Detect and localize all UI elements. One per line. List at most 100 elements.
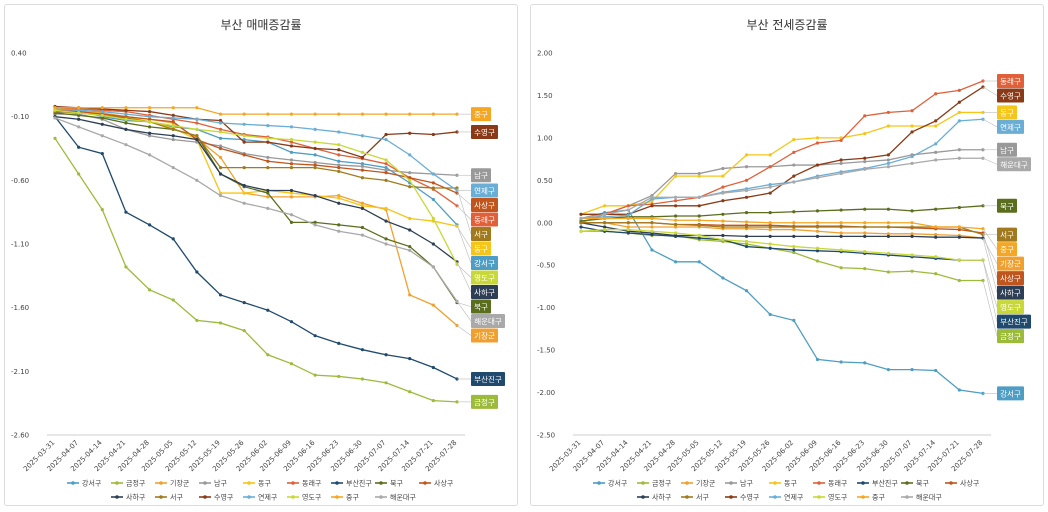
legend-item[interactable]: 동구	[243, 480, 271, 488]
data-point	[171, 123, 175, 128]
data-point	[171, 134, 175, 138]
end-label: 해운대구	[456, 301, 505, 329]
legend-label: 중구	[872, 494, 885, 502]
label-text: 강서구	[1000, 388, 1021, 398]
label-box	[471, 270, 498, 285]
y-tick-label: -2.60	[11, 432, 29, 440]
data-point	[886, 225, 891, 229]
legend-item[interactable]: 사하구	[637, 493, 672, 502]
legend-item[interactable]: 부산진구	[857, 479, 898, 488]
data-point	[313, 160, 317, 165]
legend-item[interactable]: 영도구	[813, 493, 848, 502]
data-point	[957, 225, 961, 229]
legend-item[interactable]: 해운대구	[375, 493, 416, 502]
legend-item[interactable]: 서구	[681, 493, 709, 502]
series-중구	[53, 106, 459, 116]
data-point	[360, 164, 365, 168]
data-point	[242, 191, 246, 195]
data-point	[910, 161, 914, 165]
legend-item[interactable]: 해운대구	[901, 493, 942, 502]
label-text: 중구	[1000, 245, 1014, 254]
data-point	[863, 160, 867, 164]
legend-item[interactable]: 금정구	[111, 479, 146, 488]
data-point	[697, 195, 701, 199]
data-point	[957, 156, 961, 160]
label-leader	[982, 86, 998, 96]
data-point	[626, 216, 630, 221]
legend-item[interactable]: 중구	[331, 494, 359, 502]
data-point	[673, 195, 678, 199]
legend-label: 강서구	[608, 479, 628, 488]
label-text: 금정구	[474, 397, 495, 407]
data-point	[171, 106, 175, 110]
label-text: 연제구	[474, 187, 495, 196]
data-point	[910, 221, 914, 225]
data-point	[218, 127, 223, 131]
legend-item[interactable]: 남구	[199, 479, 227, 488]
data-point	[957, 205, 961, 210]
data-point	[603, 212, 607, 216]
legend-item[interactable]: 강서구	[67, 479, 102, 488]
legend-item[interactable]: 금정구	[637, 479, 672, 488]
legend-item[interactable]: 중구	[857, 494, 885, 502]
data-point	[408, 171, 412, 175]
data-point	[100, 208, 104, 212]
data-point	[697, 218, 701, 222]
data-point	[147, 115, 152, 119]
legend-item[interactable]: 부산진구	[331, 479, 372, 488]
series-line	[54, 109, 458, 194]
legend-item[interactable]: 연제구	[769, 494, 804, 502]
data-point	[218, 155, 223, 160]
legend-marker	[291, 481, 295, 485]
legend-item[interactable]: 수영구	[199, 493, 234, 502]
legend-item[interactable]: 서구	[155, 493, 183, 502]
data-point	[815, 225, 820, 229]
data-point	[934, 119, 938, 123]
end-label: 남구	[457, 168, 491, 183]
data-point	[337, 229, 341, 233]
data-point	[626, 213, 630, 217]
legend-item[interactable]: 수영구	[725, 493, 760, 502]
legend-item[interactable]: 영도구	[287, 493, 322, 502]
data-point	[863, 132, 867, 136]
legend-marker	[71, 481, 75, 485]
data-point	[53, 136, 57, 140]
legend-item[interactable]: 사상구	[945, 479, 980, 488]
data-point	[863, 267, 867, 271]
legend-item[interactable]: 동래구	[287, 479, 322, 488]
legend-item[interactable]: 남구	[725, 479, 753, 488]
data-point	[957, 148, 961, 152]
data-point	[242, 201, 246, 205]
data-point	[910, 253, 914, 257]
label-leader	[456, 325, 472, 336]
data-point	[360, 168, 365, 172]
data-point	[934, 207, 938, 211]
legend-item[interactable]: 기장군	[155, 479, 190, 488]
legend-item[interactable]: 동구	[769, 480, 797, 488]
legend-item[interactable]: 강서구	[593, 479, 628, 488]
data-point	[815, 141, 820, 145]
label-box	[997, 386, 1024, 401]
series-line	[54, 107, 458, 207]
data-point	[171, 116, 175, 120]
data-point	[289, 213, 294, 217]
data-point	[431, 181, 435, 185]
data-point	[289, 137, 294, 142]
series-line	[580, 222, 984, 239]
legend-item[interactable]: 북구	[375, 480, 403, 488]
legend-item[interactable]: 북구	[901, 480, 929, 488]
legend-item[interactable]: 사상구	[419, 479, 454, 488]
data-point	[792, 163, 796, 167]
data-point	[360, 112, 365, 116]
data-point	[792, 225, 796, 229]
data-point	[934, 235, 938, 239]
legend-item[interactable]: 연제구	[243, 494, 278, 502]
data-point	[673, 222, 678, 227]
label-text: 강서구	[474, 258, 495, 268]
data-point	[218, 166, 223, 170]
legend-item[interactable]: 동래구	[813, 479, 848, 488]
legend-item[interactable]: 사하구	[111, 493, 146, 502]
data-point	[195, 270, 199, 274]
legend-item[interactable]: 기장군	[681, 479, 716, 488]
